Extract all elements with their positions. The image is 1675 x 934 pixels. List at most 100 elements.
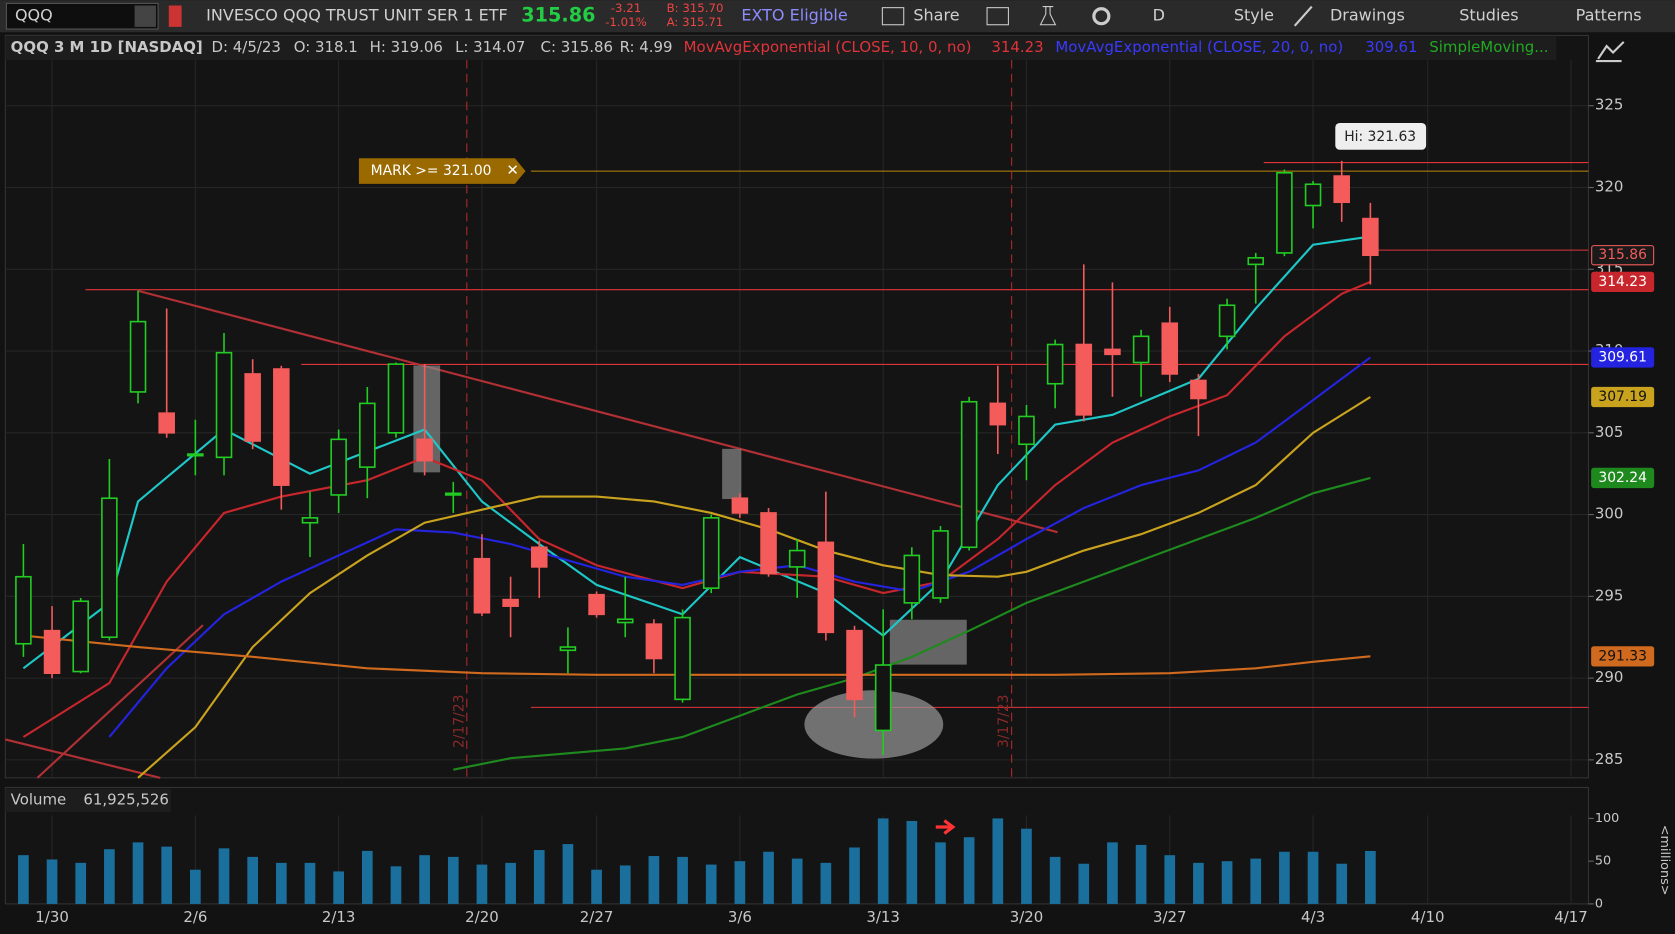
candle-body xyxy=(760,512,777,575)
y-tick-label: 285 xyxy=(1595,750,1624,768)
candle-body xyxy=(215,351,233,459)
candle-body xyxy=(273,368,290,486)
candle-body xyxy=(1304,183,1322,207)
volume-bar xyxy=(1135,844,1147,904)
toolbar xyxy=(0,0,1675,33)
candle-body xyxy=(445,492,462,496)
candle-body xyxy=(387,363,405,434)
alert-close[interactable]: ✕ xyxy=(506,161,519,179)
y-tick-label: 295 xyxy=(1595,586,1624,604)
candle-body xyxy=(559,646,577,652)
symbol[interactable]: QQQ xyxy=(15,6,53,25)
ohlc-range: R: 4.99 xyxy=(620,38,673,56)
volume-bar xyxy=(1107,842,1118,904)
alert-tag[interactable] xyxy=(358,158,526,184)
candle-body xyxy=(158,412,175,434)
price-panel xyxy=(4,34,1590,779)
candle-body xyxy=(645,623,663,660)
bid: B: 315.70 xyxy=(667,1,724,15)
studies-button[interactable]: Studies xyxy=(1459,6,1518,25)
price-tag-label: 307.19 xyxy=(1598,389,1647,405)
candle-body xyxy=(1218,304,1236,338)
volume-bar xyxy=(648,856,660,904)
patterns-button[interactable]: Patterns xyxy=(1576,6,1642,25)
settings-icon[interactable] xyxy=(1092,7,1111,26)
study-value: 314.23 xyxy=(991,38,1043,56)
alert-label[interactable]: MARK >= 321.00 xyxy=(371,163,492,179)
trend-line xyxy=(5,738,161,779)
volume-bar xyxy=(333,871,344,904)
volume-bar xyxy=(104,849,115,904)
volume-bar xyxy=(476,864,488,904)
symbol-box[interactable] xyxy=(5,2,159,30)
exto[interactable]: EXTO Eligible xyxy=(741,6,847,25)
candle-body xyxy=(874,664,892,732)
symbol-dropdown[interactable] xyxy=(134,5,156,27)
x-tick-label: 1/30 xyxy=(35,908,69,926)
lab-icon[interactable] xyxy=(1039,6,1057,26)
trend-line xyxy=(137,289,1058,534)
volume-bar xyxy=(763,851,774,904)
x-tick-label: 3/6 xyxy=(728,908,752,926)
volume-bar xyxy=(1164,855,1176,904)
drawings-button[interactable]: Drawings xyxy=(1330,6,1405,25)
ohlc-high: H: 319.06 xyxy=(370,38,443,56)
study-header xyxy=(5,36,1557,61)
volume-bar xyxy=(849,847,860,904)
candle-body xyxy=(72,600,89,673)
candle-body xyxy=(1362,217,1379,257)
study-value: 309.61 xyxy=(1365,38,1417,56)
volume-bar xyxy=(218,848,230,904)
style-button[interactable]: Style xyxy=(1234,6,1274,25)
candle-body xyxy=(989,402,1007,426)
volume-bar xyxy=(1279,851,1290,904)
y-tick-label: 50 xyxy=(1595,854,1611,869)
moving-average xyxy=(108,356,1372,738)
share-icon[interactable] xyxy=(881,7,905,26)
candle-body xyxy=(817,541,835,634)
highlight-box xyxy=(889,619,967,665)
candle-body xyxy=(702,517,720,589)
chart-title: QQQ 3 M 1D [NASDAQ] xyxy=(11,38,203,56)
share-button[interactable]: Share xyxy=(913,6,959,25)
price-tag-label: 314.23 xyxy=(1598,274,1647,290)
change: -3.21 xyxy=(611,1,641,15)
volume-bar xyxy=(677,856,688,904)
candle-body xyxy=(301,517,319,524)
x-tick-label: 3/27 xyxy=(1153,908,1187,926)
price-tag xyxy=(1591,245,1655,266)
x-tick-label: 2/6 xyxy=(183,908,207,926)
candle-body xyxy=(473,557,491,614)
volume-unit: <millions> xyxy=(1657,825,1672,896)
x-tick-label: 3/13 xyxy=(866,908,900,926)
volume-bar xyxy=(935,842,946,904)
snapshot-icon[interactable] xyxy=(986,7,1009,26)
drawings-icon[interactable] xyxy=(1293,5,1313,27)
panel-icon[interactable] xyxy=(1595,41,1625,63)
volume-bar xyxy=(591,869,602,904)
ohlc-open: O: 318.1 xyxy=(294,38,358,56)
candle-body xyxy=(1190,379,1207,400)
candle-body xyxy=(530,546,548,568)
volume-bar xyxy=(247,856,259,904)
volume-value: 61,925,526 xyxy=(83,790,169,808)
moving-average xyxy=(23,634,1371,676)
volume-bar xyxy=(505,862,516,904)
candle-body xyxy=(1018,415,1035,446)
x-tick-label: 4/17 xyxy=(1554,908,1588,926)
candle-body xyxy=(1161,322,1179,375)
volume-bar xyxy=(190,869,201,904)
volume-bar xyxy=(447,856,459,904)
price-tag-label: 302.24 xyxy=(1598,470,1647,486)
volume-bar xyxy=(1250,858,1262,904)
link-icon[interactable] xyxy=(168,5,182,27)
volume-bar xyxy=(963,837,975,904)
candle-body xyxy=(731,497,749,514)
aggregation[interactable]: D xyxy=(1153,6,1165,25)
candle-body xyxy=(788,549,806,568)
ohlc-date: D: 4/5/23 xyxy=(212,38,281,56)
y-tick-label: 320 xyxy=(1595,178,1624,196)
volume-bar xyxy=(1193,862,1204,904)
marker-label: 2/17/23 xyxy=(451,694,467,748)
